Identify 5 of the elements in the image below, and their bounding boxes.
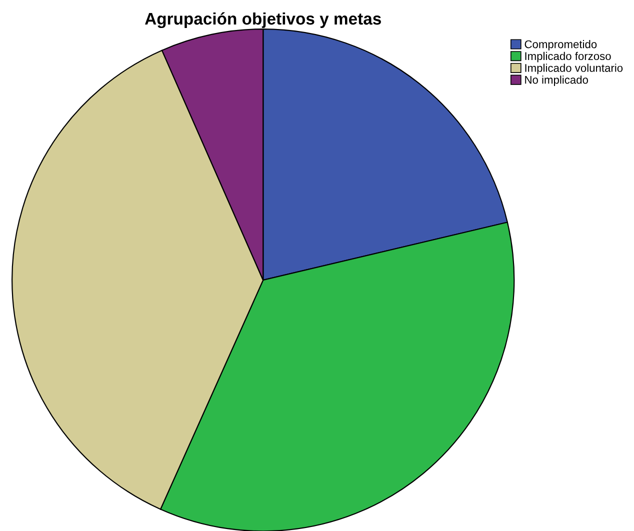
legend-label: No implicado — [525, 76, 588, 86]
legend-label: Implicado forzoso — [525, 52, 611, 62]
legend-label: Comprometido — [524, 40, 597, 50]
legend-label: Implicado voluntario — [525, 64, 623, 74]
chart-title: Agrupación objetivos y metas — [144, 12, 381, 28]
